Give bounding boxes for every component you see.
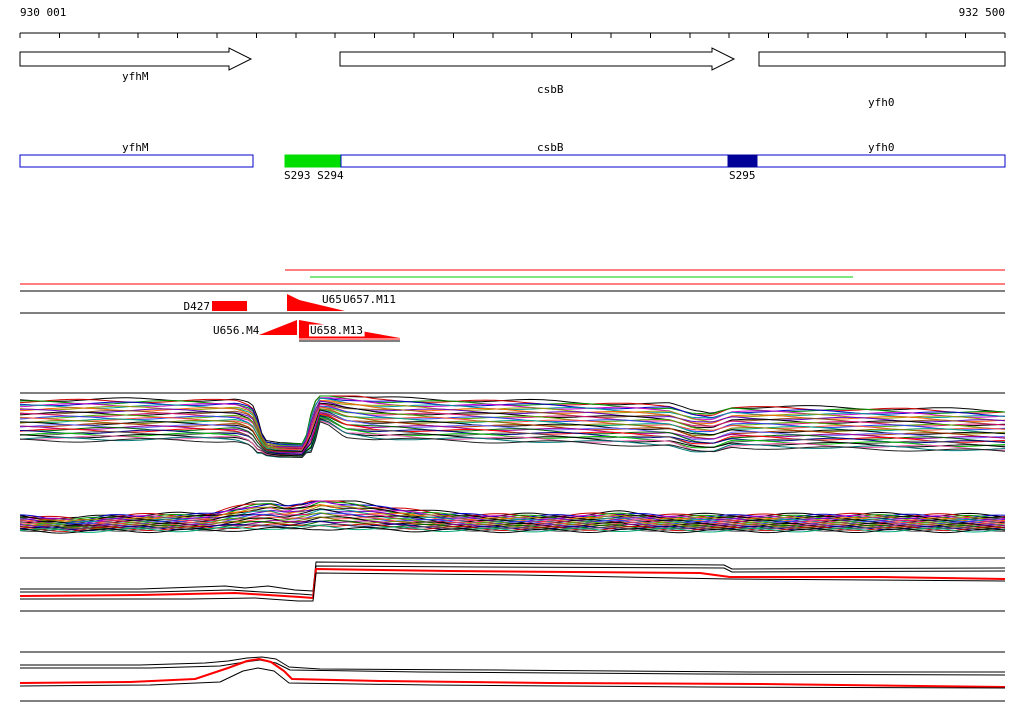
gene-track-label-S295: S295 [729,169,756,182]
profile-track-1-line [19,400,1006,448]
profile-track-1-line [20,409,1006,452]
ruler-end-label: 932 500 [958,6,1005,19]
feature-label-U657.M11: U657.M11 [343,293,396,306]
gene-arrow-label-yfh0: yfh0 [868,96,895,109]
gene-arrow-yfhM[interactable] [19,47,253,71]
profile-track-3-series [20,572,1006,602]
profile-track-1-line [19,397,1006,446]
profile-track-1-line [19,402,1006,450]
feature-label-D427: D427 [184,300,211,313]
gene-arrow-label-yfhM: yfhM [122,70,149,83]
profile-track-1-line [19,399,1006,448]
ruler-start-label: 930 001 [20,6,67,19]
profile-track-1-line [19,421,1006,459]
feature-label-U658.M13: U658.M13 [310,324,363,337]
profile-track-3-series [19,568,1006,599]
profile-track-1-line [19,418,1006,457]
feature-U657.M11[interactable] [295,299,345,311]
profile-track-2-line [19,526,1006,534]
gene-box-csbB[interactable] [340,154,1006,168]
profile-track-1-line [19,403,1006,449]
gene-track-label-yfhM: yfhM [122,141,149,154]
feature-U656.M4[interactable] [259,320,297,335]
gene-track-label-yfh0: yfh0 [868,141,895,154]
feature-D427[interactable] [212,301,247,311]
gene-arrow-csbB[interactable] [339,47,736,71]
segment-box-S295[interactable] [727,154,758,168]
profile-track-1-line [19,397,1006,447]
profile-track-1-line [19,408,1006,452]
profile-track-1-line [19,419,1006,458]
profile-track-1-line [19,413,1006,455]
gene-track-label-S293 S294: S293 S294 [284,169,344,182]
segment-box-S293 S294[interactable] [284,154,342,168]
profile-track-1-line [19,400,1006,448]
profile-track-2-line [19,524,1006,533]
gene-arrow-yfh0[interactable] [758,51,1006,67]
profile-track-4-series [20,659,1006,676]
profile-track-1-line [19,412,1006,454]
profile-track-1-line [20,406,1006,451]
gene-box-yfhM[interactable] [19,154,254,168]
profile-track-2-line [20,500,1006,520]
feature-label-U658.M13-bg [309,324,365,337]
gene-track-label-csbB: csbB [537,141,564,154]
profile-track-4-series [19,667,1006,689]
profile-track-1-line [19,409,1006,452]
profile-track-4-series [20,656,1005,673]
profile-track-3-series [20,565,1006,596]
feature-label-U657.M11-bg [342,293,398,306]
profile-track-1-line [19,405,1006,451]
profile-track-1-line [19,410,1006,454]
feature-label-U656.M4: U656.M4 [213,324,260,337]
profile-track-1-line [19,415,1006,455]
gene-arrow-label-csbB: csbB [537,83,564,96]
profile-track-1-line [19,416,1006,457]
profile-track-4-series [19,658,1006,688]
